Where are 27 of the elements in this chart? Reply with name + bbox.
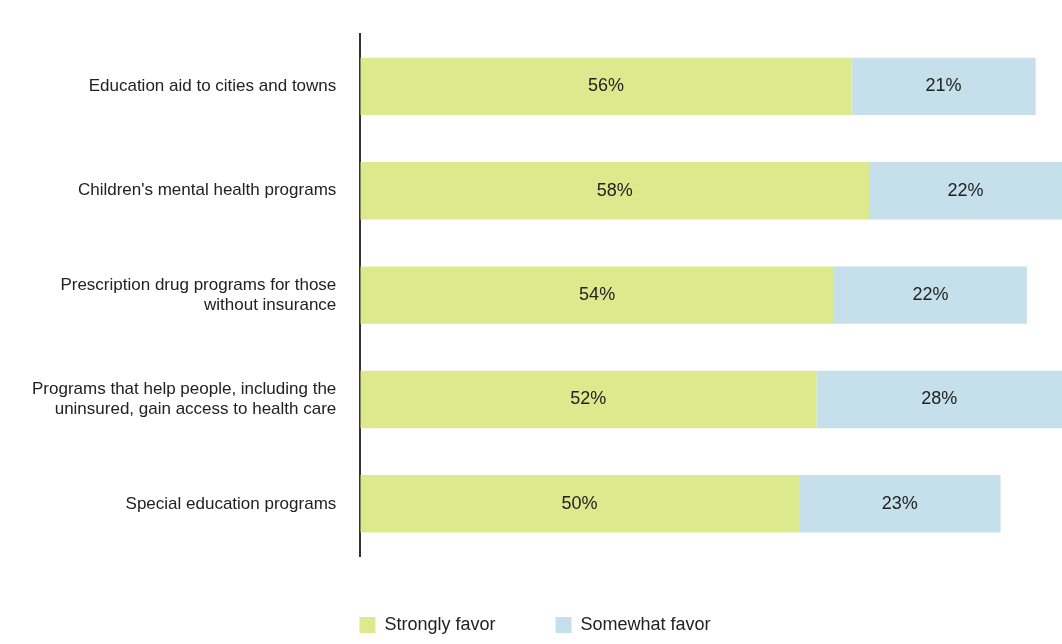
- bar: [798, 475, 1001, 533]
- data-label: 54%: [579, 284, 616, 305]
- y-tick-label: Prescription drug programs for those without insurance: [60, 274, 337, 314]
- legend-label: Strongly favor: [384, 613, 496, 634]
- data-label: 58%: [596, 179, 633, 200]
- bar: [851, 57, 1036, 116]
- legend-label: Somewhat favor: [580, 613, 711, 634]
- bar: [869, 162, 1062, 220]
- data-label: 22%: [912, 284, 949, 305]
- data-label: 22%: [947, 179, 984, 200]
- bar: [360, 57, 852, 116]
- data-label: 50%: [561, 492, 598, 513]
- bar: [360, 162, 870, 220]
- data-label: 28%: [921, 388, 958, 409]
- data-label: 21%: [925, 75, 962, 96]
- bar: [360, 475, 799, 533]
- bar: [833, 266, 1027, 324]
- y-tick-label: Special education programs: [125, 493, 337, 513]
- data-label: 52%: [570, 388, 607, 409]
- y-tick-label: Education aid to cities and towns: [88, 76, 337, 96]
- bar: [360, 370, 817, 429]
- data-label: 56%: [587, 75, 624, 96]
- bar: [360, 266, 834, 324]
- y-tick-label: Programs that help people, including the uninsured, gain access to health care: [31, 378, 337, 419]
- bar: [816, 370, 1062, 429]
- y-tick-label: Children's mental health programs: [77, 180, 337, 200]
- data-label: 23%: [881, 492, 918, 513]
